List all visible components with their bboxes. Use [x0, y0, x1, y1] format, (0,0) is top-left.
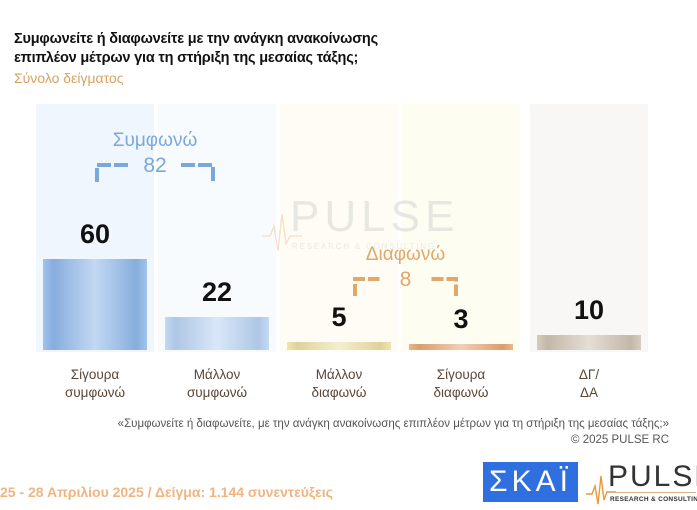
pulse-wave-icon — [262, 213, 302, 252]
category-label: Σίγουρα συμφωνώ — [35, 366, 155, 402]
category-label-line-1: Σίγουρα — [70, 367, 120, 382]
group-label: Διαφωνώ — [365, 244, 446, 265]
category-label-line-1: Μάλλον — [315, 367, 363, 382]
category-label: Μάλλον διαφωνώ — [279, 366, 399, 402]
watermark-word: PULSE — [290, 192, 460, 241]
group-total: 8 — [399, 268, 412, 291]
pulse-logo-line — [610, 492, 696, 493]
bar — [409, 344, 513, 350]
title-line-1: Συμφωνείτε ή διαφωνείτε με την ανάγκη αν… — [14, 31, 378, 47]
pulse-logo-wave-icon — [586, 475, 616, 505]
value-label: 22 — [201, 276, 233, 307]
value-label: 60 — [79, 219, 111, 249]
category-label: Μάλλον συμφωνώ — [157, 366, 277, 402]
group-total: 82 — [143, 154, 167, 177]
bar-panel — [530, 104, 648, 352]
skai-logo: ΣΚΑΪ — [483, 462, 578, 502]
category-label-line-1: Σίγουρα — [436, 367, 486, 382]
group-bracket — [353, 277, 458, 296]
bar — [537, 334, 641, 350]
pulse-logo: PULSE RESEARCH & CONSULTING — [586, 460, 697, 506]
footnote: «Συμφωνείτε ή διαφωνείτε, με την ανάγκη … — [118, 416, 669, 448]
value-label: 3 — [453, 304, 469, 334]
category-label-line-2: ΔΑ — [579, 385, 599, 400]
bar-panel — [402, 104, 520, 352]
subtitle: Σύνολο δείγματος — [14, 70, 124, 86]
category-label: Σίγουρα διαφωνώ — [401, 366, 521, 402]
bar-panel — [280, 104, 398, 352]
bar — [165, 316, 269, 350]
category-label-line-2: συμφωνώ — [64, 385, 126, 400]
bar-panel — [158, 104, 276, 352]
category-label-line-2: διαφωνώ — [311, 385, 367, 400]
bar — [43, 259, 147, 350]
pulse-logo-sub: RESEARCH & CONSULTING — [610, 496, 697, 503]
value-label: 10 — [573, 294, 605, 325]
copyright: © 2025 PULSE RC — [571, 434, 669, 446]
category-label-line-1: ΔΓ/ — [578, 367, 600, 382]
category-label: ΔΓ/ΔΑ — [529, 366, 649, 402]
group-bracket — [95, 163, 215, 182]
fieldwork-info: 25 - 28 Απριλίου 2025 / Δείγμα: 1.144 συ… — [0, 484, 333, 500]
watermark-sub: RESEARCH & CONSULTING — [292, 242, 436, 251]
category-label-line-1: Μάλλον — [193, 367, 241, 382]
title-line-2: επιπλέον μέτρων για τη στήριξη της μεσαί… — [14, 50, 359, 66]
question-quote: «Συμφωνείτε ή διαφωνείτε, με την ανάγκη … — [117, 418, 669, 430]
value-label: 5 — [331, 302, 347, 333]
category-label-line-2: συμφωνώ — [186, 385, 248, 400]
category-label-line-2: διαφωνώ — [433, 385, 489, 400]
pulse-watermark: PULSE RESEARCH & CONSULTING — [262, 192, 454, 252]
bar — [287, 342, 391, 350]
group-label: Συμφωνώ — [112, 130, 198, 151]
title: Συμφωνείτε ή διαφωνείτε με την ανάγκη αν… — [14, 30, 378, 68]
pulse-logo-word: PULSE — [608, 460, 697, 493]
